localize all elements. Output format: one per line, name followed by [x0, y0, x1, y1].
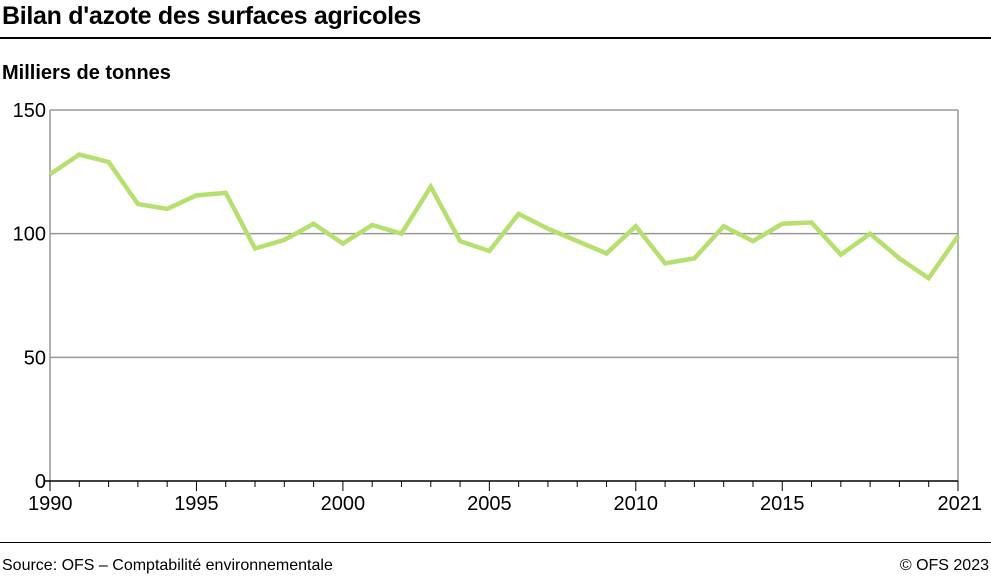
- x-tick-label: 2010: [614, 493, 659, 515]
- source-note: Source: OFS – Comptabilité environnement…: [2, 557, 333, 574]
- x-tick-label: 2015: [760, 493, 805, 515]
- series-line: [48, 152, 960, 282]
- line-chart: 0 50 100 150 1990 1995 2000 2005 2010 2015 2021: [13, 100, 983, 515]
- y-axis-label: Milliers de tonnes: [2, 62, 171, 84]
- y-tick-label: 100: [13, 224, 46, 246]
- y-tick-label: 50: [24, 347, 46, 369]
- chart-title: Bilan d'azote des surfaces agricoles: [2, 2, 421, 30]
- copyright: © OFS 2023: [899, 557, 989, 574]
- x-tick-label: 2005: [467, 493, 512, 515]
- y-tick-label: 150: [13, 100, 46, 122]
- title-rule: [0, 37, 991, 39]
- x-tick-label: 2000: [321, 493, 366, 515]
- x-tick-label: 1990: [28, 493, 73, 515]
- y-tick-label: 0: [35, 471, 46, 493]
- x-tick-label: 2021: [938, 493, 983, 515]
- x-tick-label: 1995: [174, 493, 219, 515]
- footer-rule: [0, 542, 991, 543]
